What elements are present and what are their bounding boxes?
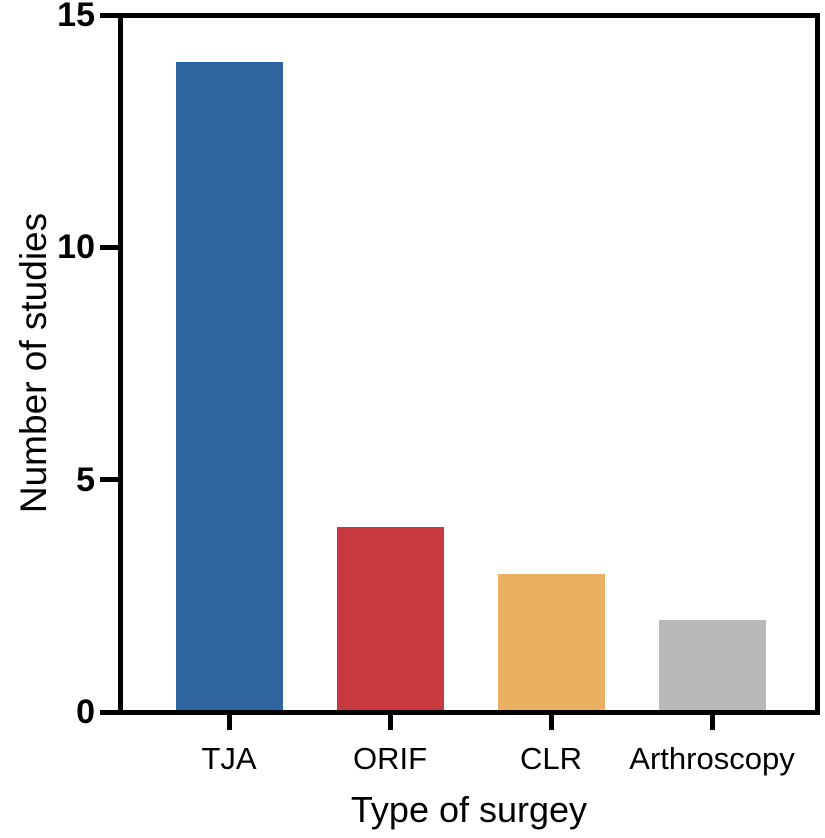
bar-tja — [176, 62, 283, 713]
y-tick-mark — [100, 13, 118, 18]
y-tick-label: 5 — [76, 461, 95, 499]
y-tick-label: 15 — [57, 0, 95, 34]
y-tick-mark — [100, 245, 118, 250]
x-category-label: TJA — [201, 741, 257, 776]
bar-arthroscopy — [659, 620, 766, 713]
x-category-label: Arthroscopy — [629, 741, 795, 776]
x-category-label: CLR — [519, 741, 583, 776]
bar-clr — [498, 574, 605, 713]
y-tick-label: 0 — [76, 693, 95, 731]
x-tick-mark — [710, 715, 715, 730]
y-tick-mark — [100, 477, 118, 482]
x-category-label: ORIF — [352, 741, 428, 776]
y-tick-mark — [100, 710, 118, 715]
x-tick-mark — [549, 715, 554, 730]
y-tick-label: 10 — [57, 228, 95, 266]
x-tick-mark — [388, 715, 393, 730]
x-axis-title: Type of surgey — [350, 789, 588, 830]
x-tick-mark — [227, 715, 232, 730]
bar-orif — [337, 527, 444, 713]
